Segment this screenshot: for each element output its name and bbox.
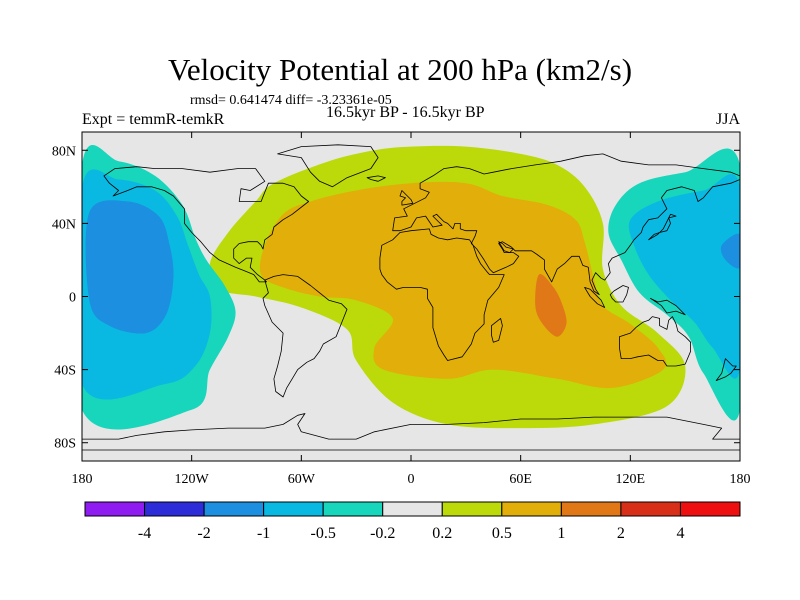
coastline-new-guinea	[650, 297, 686, 316]
colorbar-swatch	[441, 501, 503, 517]
colorbar-label: -0.2	[370, 525, 395, 542]
colorbar-label: -4	[138, 525, 151, 542]
field-positive-max	[535, 274, 567, 337]
coastline-africa	[379, 228, 505, 361]
colorbar-swatch	[322, 501, 384, 517]
map-axes: 180 120W 60W 0 60E 120E 180 80N 40N 0 40S 80S	[52, 132, 751, 487]
lon-tick-label: 0	[408, 472, 415, 487]
colorbar-label: 1	[557, 525, 565, 542]
season-label: JJA	[715, 111, 740, 128]
experiment-label: Expt = temmR-temkR	[82, 111, 225, 128]
coastline-japan	[648, 213, 677, 241]
lat-tick-label: 40S	[54, 364, 76, 379]
colorbar: -4 -2 -1 -0.5 -0.2 0.2 0.5 1 2 4	[84, 501, 741, 542]
colorbar-swatch	[382, 501, 443, 517]
field-positive-core	[259, 181, 667, 389]
colorbar-label: -2	[197, 525, 210, 542]
lon-tick-label: 60W	[288, 472, 316, 487]
coastline-madagascar	[491, 318, 503, 343]
coastline-greenland	[277, 144, 379, 188]
coastline-iceland	[366, 175, 386, 182]
lon-tick-label: 60E	[509, 472, 532, 487]
coastline-arabia-sea-gulf	[498, 241, 514, 253]
coastline-new-zealand	[715, 358, 737, 381]
page-title: Velocity Potential at 200 hPa (km2/s)	[167, 52, 633, 87]
colorbar-label: 0.5	[492, 525, 512, 542]
field-negative-westpac-mid	[628, 173, 740, 379]
lat-tick-label: 80N	[52, 144, 76, 159]
colorbar-swatch	[263, 501, 324, 517]
lat-tick-label: 0	[69, 291, 76, 306]
contour-fields	[82, 145, 740, 430]
coastlines	[82, 144, 740, 451]
colorbar-swatch	[144, 501, 205, 517]
coastline-antarctica	[82, 413, 740, 451]
colorbar-swatch	[501, 501, 562, 517]
colorbar-label: 0.2	[432, 525, 452, 542]
lon-tick-label: 180	[72, 472, 93, 487]
field-negative-pacific-core	[85, 200, 174, 334]
coastline-south-america	[262, 274, 348, 398]
colorbar-label: 4	[676, 525, 684, 542]
coastline-sumatra	[584, 287, 606, 308]
lon-tick-label: 180	[730, 472, 751, 487]
coastline-australia	[619, 316, 691, 367]
colorbar-swatch	[679, 501, 741, 517]
coastline-eurasia	[392, 153, 740, 296]
field-negative-westpac-core	[720, 233, 740, 269]
map-plot-area	[82, 132, 740, 461]
lat-tick-label: 40N	[52, 217, 76, 232]
period-label: 16.5kyr BP - 16.5kyr BP	[326, 104, 485, 121]
coastline-north-america	[103, 166, 309, 283]
colorbar-swatch	[560, 501, 622, 517]
coastline-british-isles	[399, 190, 414, 206]
colorbar-label: -1	[257, 525, 270, 542]
lon-tick-label: 120W	[175, 472, 210, 487]
colorbar-label: 2	[617, 525, 625, 542]
colorbar-label: -0.5	[311, 525, 336, 542]
colorbar-swatch	[620, 501, 681, 517]
colorbar-swatch	[84, 501, 146, 517]
lat-tick-label: 80S	[54, 437, 76, 452]
colorbar-swatch	[203, 501, 265, 517]
stats-label: rmsd= 0.641474 diff= -3.23361e-05	[190, 93, 392, 108]
coastline-borneo	[609, 285, 629, 303]
lon-tick-label: 120E	[616, 472, 646, 487]
